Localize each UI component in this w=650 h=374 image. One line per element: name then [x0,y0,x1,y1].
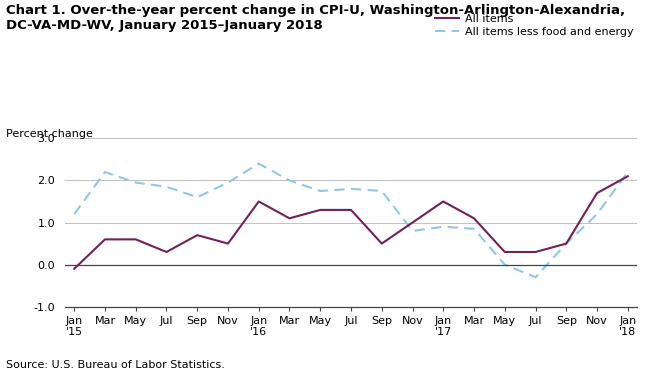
All items less food and energy [562,241,570,246]
All items [532,250,539,254]
All items [224,241,232,246]
All items [193,233,201,237]
All items less food and energy [532,275,539,279]
All items less food and energy [162,184,170,189]
All items less food and energy [470,227,478,231]
All items less food and energy [347,187,355,191]
All items less food and energy [285,178,293,183]
All items less food and energy [70,212,78,216]
All items [70,267,78,271]
All items less food and energy [255,162,263,166]
All items [593,191,601,195]
All items less food and energy [501,263,509,267]
All items less food and energy [439,224,447,229]
All items [501,250,509,254]
All items [255,199,263,204]
Line: All items: All items [74,176,628,269]
Legend: All items, All items less food and energy: All items, All items less food and energ… [430,9,638,42]
Text: Chart 1. Over-the-year percent change in CPI-U, Washington-Arlington-Alexandria,: Chart 1. Over-the-year percent change in… [6,4,625,32]
All items less food and energy [224,180,232,185]
All items [624,174,632,178]
Line: All items less food and energy: All items less food and energy [74,164,628,277]
All items [439,199,447,204]
All items less food and energy [624,170,632,174]
All items [562,241,570,246]
All items less food and energy [378,189,385,193]
All items less food and energy [317,189,324,193]
All items [409,220,417,225]
All items less food and energy [409,229,417,233]
All items less food and energy [101,170,109,174]
All items [132,237,140,242]
All items [378,241,385,246]
All items [470,216,478,221]
All items [101,237,109,242]
All items less food and energy [132,180,140,185]
All items less food and energy [593,212,601,216]
All items less food and energy [193,195,201,200]
All items [162,250,170,254]
All items [317,208,324,212]
Text: Source: U.S. Bureau of Labor Statistics.: Source: U.S. Bureau of Labor Statistics. [6,360,226,370]
All items [285,216,293,221]
All items [347,208,355,212]
Text: Percent change: Percent change [6,129,94,139]
